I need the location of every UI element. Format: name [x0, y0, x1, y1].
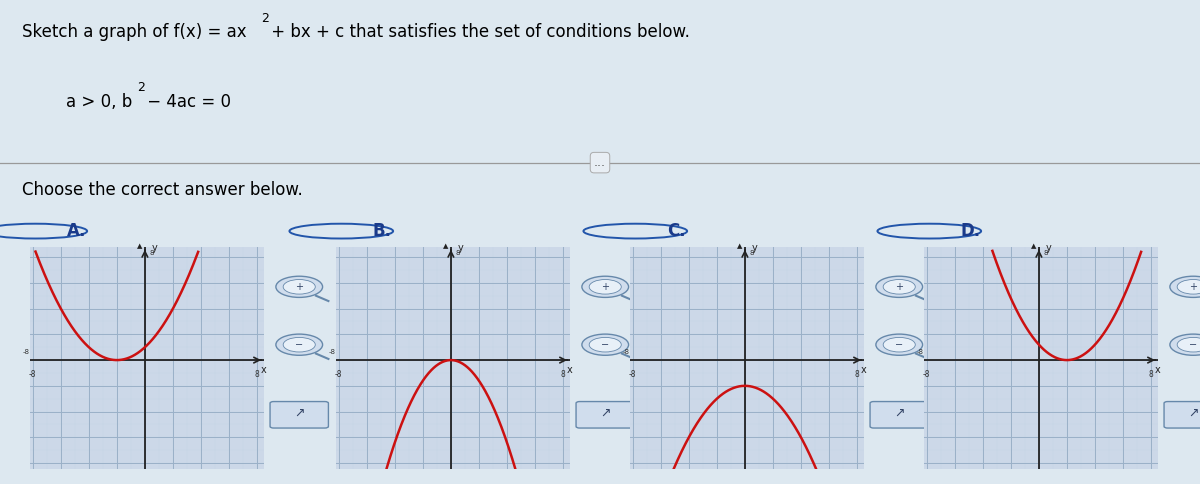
Circle shape	[876, 276, 923, 297]
Text: −: −	[1189, 340, 1198, 350]
FancyBboxPatch shape	[270, 402, 329, 428]
Circle shape	[589, 280, 622, 294]
Text: y: y	[152, 243, 157, 253]
Circle shape	[283, 280, 316, 294]
Text: +: +	[601, 282, 610, 292]
Text: -8: -8	[917, 348, 924, 355]
Text: y: y	[1046, 243, 1051, 253]
Text: − 4ac = 0: − 4ac = 0	[142, 93, 230, 111]
Text: 8: 8	[560, 370, 565, 379]
Circle shape	[1177, 280, 1200, 294]
Text: ▲: ▲	[443, 243, 448, 249]
Text: +: +	[1189, 282, 1198, 292]
Text: -8: -8	[23, 348, 30, 355]
Text: 8: 8	[455, 250, 460, 256]
Text: a > 0, b: a > 0, b	[66, 93, 132, 111]
Text: x: x	[1154, 365, 1160, 375]
Text: D.: D.	[961, 222, 982, 240]
Circle shape	[589, 337, 622, 352]
Text: ...: ...	[594, 156, 606, 169]
FancyBboxPatch shape	[576, 402, 635, 428]
Text: +: +	[295, 282, 304, 292]
Text: -8: -8	[335, 370, 342, 379]
FancyBboxPatch shape	[1164, 402, 1200, 428]
Circle shape	[1170, 334, 1200, 355]
Circle shape	[883, 280, 916, 294]
Circle shape	[276, 276, 323, 297]
Text: + bx + c that satisfies the set of conditions below.: + bx + c that satisfies the set of condi…	[266, 23, 690, 41]
Text: -8: -8	[923, 370, 930, 379]
Text: 8: 8	[149, 250, 154, 256]
Text: 8: 8	[1043, 250, 1048, 256]
Text: -8: -8	[629, 370, 636, 379]
Text: -8: -8	[329, 348, 336, 355]
Text: x: x	[260, 365, 266, 375]
Text: ▲: ▲	[1031, 243, 1036, 249]
Circle shape	[276, 334, 323, 355]
Text: C.: C.	[667, 222, 685, 240]
Text: x: x	[566, 365, 572, 375]
Text: B.: B.	[373, 222, 392, 240]
Text: 8: 8	[749, 250, 754, 256]
Text: 8: 8	[254, 370, 259, 379]
Circle shape	[1170, 276, 1200, 297]
Text: -8: -8	[623, 348, 630, 355]
Text: A.: A.	[67, 222, 86, 240]
Circle shape	[283, 337, 316, 352]
Text: Choose the correct answer below.: Choose the correct answer below.	[22, 181, 302, 199]
Text: y: y	[752, 243, 757, 253]
Circle shape	[883, 337, 916, 352]
Text: ↗: ↗	[294, 407, 305, 420]
Text: +: +	[895, 282, 904, 292]
Text: ↗: ↗	[1188, 407, 1199, 420]
Text: 8: 8	[854, 370, 859, 379]
Text: ▲: ▲	[737, 243, 742, 249]
Text: 2: 2	[137, 81, 145, 94]
Text: ▲: ▲	[137, 243, 142, 249]
Text: y: y	[458, 243, 463, 253]
Text: −: −	[601, 340, 610, 350]
Text: 8: 8	[1148, 370, 1153, 379]
Text: x: x	[860, 365, 866, 375]
Circle shape	[876, 334, 923, 355]
FancyBboxPatch shape	[870, 402, 929, 428]
Text: 2: 2	[262, 12, 270, 25]
Text: ↗: ↗	[600, 407, 611, 420]
Text: ↗: ↗	[894, 407, 905, 420]
Text: -8: -8	[29, 370, 36, 379]
Text: Sketch a graph of f(x) = ax: Sketch a graph of f(x) = ax	[22, 23, 246, 41]
Text: −: −	[895, 340, 904, 350]
Circle shape	[1177, 337, 1200, 352]
Circle shape	[582, 334, 629, 355]
Circle shape	[582, 276, 629, 297]
Text: −: −	[295, 340, 304, 350]
